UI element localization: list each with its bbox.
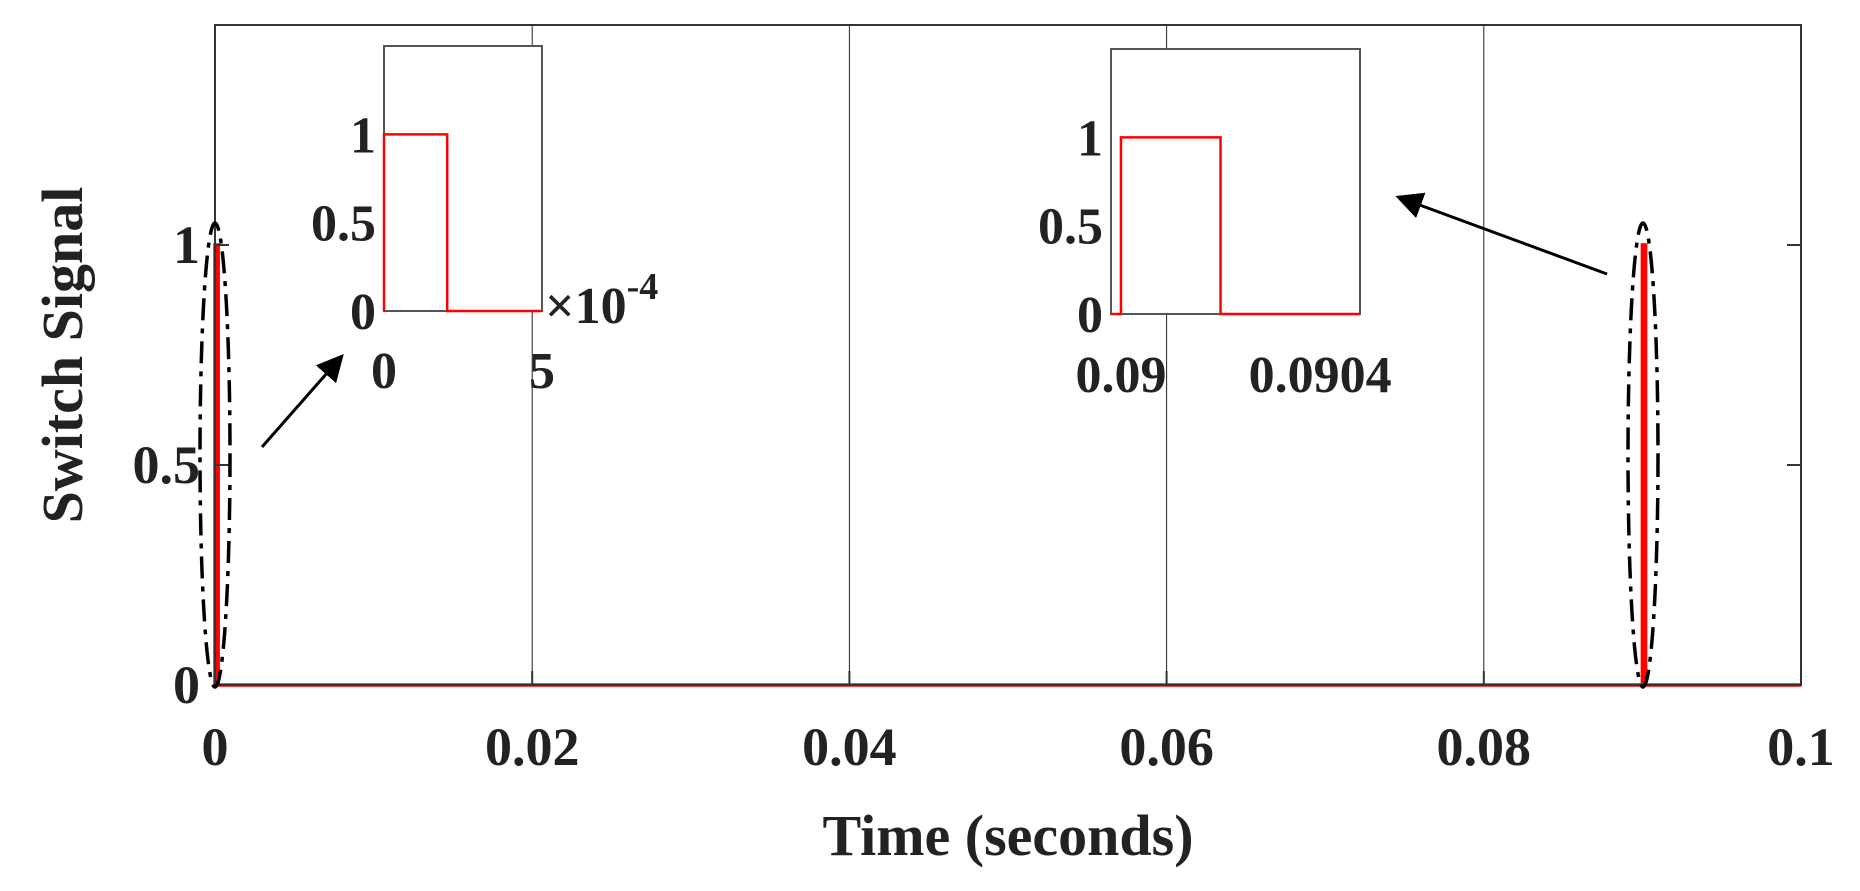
inset-2-y-tick-labels: 00.51 — [1038, 110, 1103, 344]
x-tick-label: 0.02 — [485, 717, 580, 777]
axes-frame — [214, 24, 1802, 686]
inset-y-tick-label: 0.5 — [311, 196, 376, 253]
y-tick-label: 0 — [173, 655, 200, 715]
inset-y-tick-label: 1 — [350, 107, 376, 164]
inset-series-line — [382, 133, 542, 313]
inset-1-frame — [383, 45, 543, 312]
inset-x-tick-label: 0.0904 — [1249, 347, 1392, 404]
inset-x-tick-label: 0.09 — [1075, 347, 1166, 404]
inset-y-tick-label: 0 — [1077, 287, 1103, 344]
inset-1-series — [382, 133, 542, 313]
y-tick-labels: 00.51 — [133, 215, 201, 715]
inset-2-frame — [1110, 48, 1361, 315]
inset-series-line — [1111, 136, 1360, 316]
x-tick-label: 0.06 — [1119, 717, 1214, 777]
x-tick-label: 0.08 — [1437, 717, 1532, 777]
highlight-ellipse-end — [1626, 221, 1660, 689]
y-tick-label: 1 — [173, 215, 200, 275]
inset-y-tick-label: 1 — [1077, 110, 1103, 167]
x-tick-label: 0 — [202, 717, 229, 777]
inset-2-x-tick-labels: 0.09 0.0904 — [1075, 347, 1391, 404]
inset-zoom-end: 00.51 0.09 0.0904 — [1038, 48, 1392, 404]
tick-marks — [214, 244, 1802, 686]
x-tick-label: 0.04 — [802, 717, 897, 777]
inset-x-tick-label: 0 — [371, 343, 397, 400]
arrow-to-inset-2 — [1395, 192, 1608, 276]
inset-1-y-tick-labels: 00.51 — [311, 107, 376, 341]
y-axis-title: Switch Signal — [30, 187, 95, 524]
highlight-ellipse-start — [198, 221, 232, 689]
x-axis-title: Time (seconds) — [822, 803, 1193, 868]
inset-x-tick-label: 5 — [529, 343, 555, 400]
y-tick-label: 0.5 — [133, 435, 201, 495]
arrow-to-inset-1 — [260, 353, 344, 448]
inset-y-tick-label: 0 — [350, 284, 376, 341]
x-tick-labels: 0 0.02 0.04 0.06 0.08 0.1 — [202, 717, 1835, 777]
inset-1-exponent-label: ×10-4 — [545, 266, 658, 335]
x-tick-label: 0.1 — [1767, 717, 1835, 777]
inset-y-tick-label: 0.5 — [1038, 199, 1103, 256]
inset-2-series — [1111, 136, 1360, 316]
